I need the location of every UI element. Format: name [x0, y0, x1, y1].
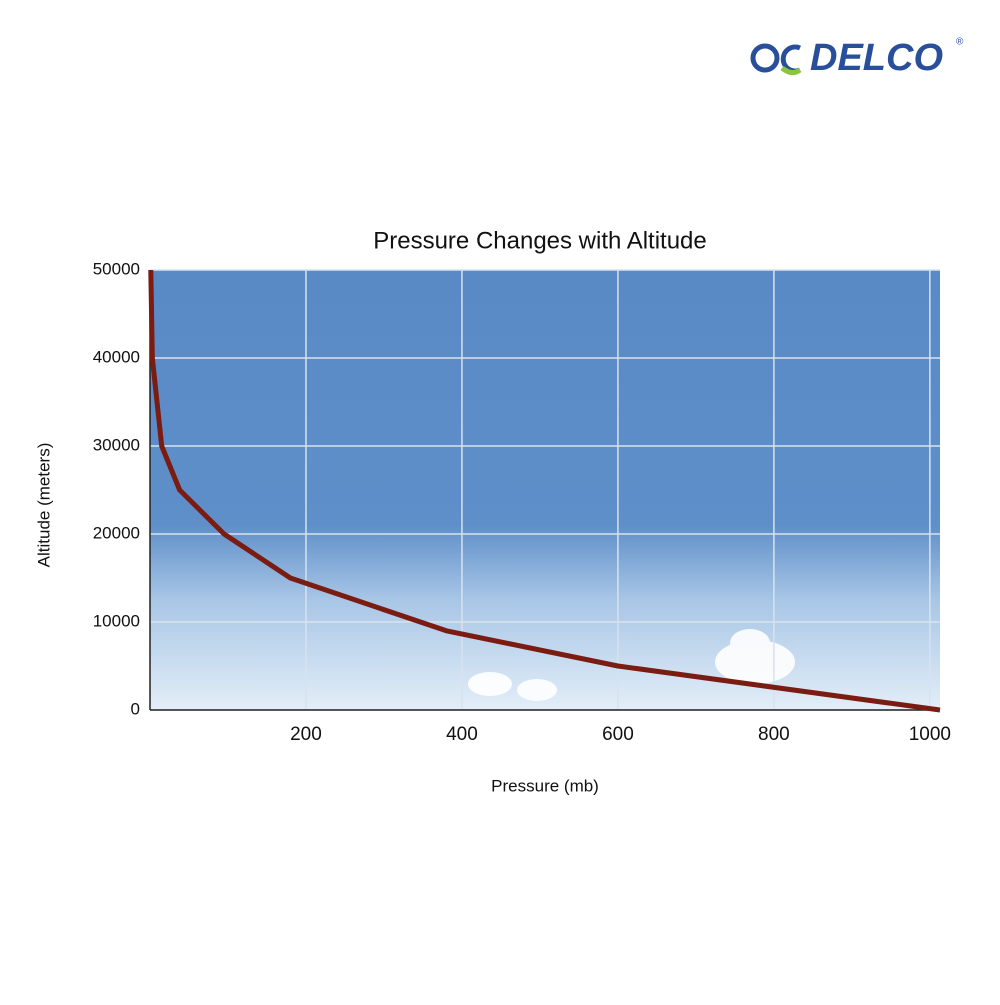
x-axis-label: Pressure (mb) — [491, 776, 599, 795]
logo-icon — [750, 43, 780, 73]
x-tick-label: 200 — [290, 724, 322, 745]
data-line — [148, 269, 941, 713]
x-tick-label: 600 — [602, 724, 634, 745]
x-tick-label: 400 — [446, 724, 478, 745]
y-tick-label: 10000 — [93, 611, 140, 630]
x-tick-label: 1000 — [909, 724, 951, 745]
plot-background — [150, 270, 940, 710]
y-tick-label: 50000 — [93, 259, 140, 278]
x-tick-label: 800 — [758, 724, 790, 745]
y-tick-label: 20000 — [93, 523, 140, 542]
grid — [150, 269, 940, 711]
logo: DELCO ® — [750, 37, 964, 79]
y-tick-label: 0 — [131, 699, 140, 718]
y-axis-label: Altitude (meters) — [34, 443, 53, 568]
y-tick-label: 40000 — [93, 347, 140, 366]
cloud — [468, 672, 512, 696]
cloud — [730, 629, 770, 657]
chart-title: Pressure Changes with Altitude — [373, 227, 707, 254]
logo-icon — [780, 44, 801, 74]
clouds — [468, 629, 795, 701]
logo-text: DELCO — [810, 37, 943, 79]
logo-icon — [780, 65, 802, 76]
cloud — [517, 679, 557, 701]
y-tick-label: 30000 — [93, 435, 140, 454]
logo-mark: ® — [956, 37, 964, 48]
